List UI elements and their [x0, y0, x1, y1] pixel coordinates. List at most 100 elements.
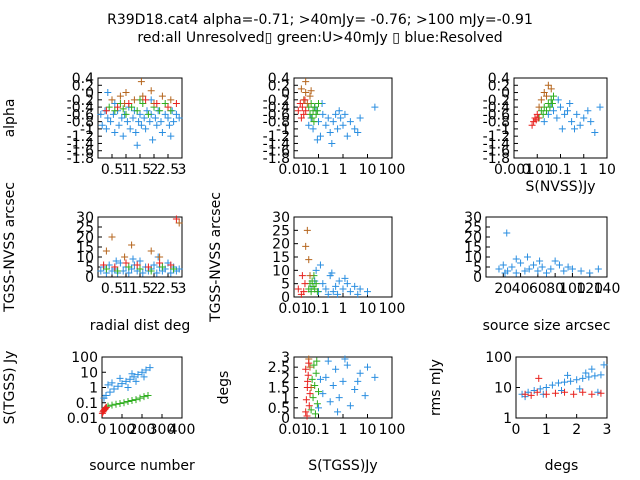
data-point-green — [309, 394, 317, 402]
y-tick-label: -0.2 — [483, 93, 510, 109]
data-point-blue — [133, 141, 141, 149]
y-tick-label: 0.2 — [268, 78, 290, 94]
data-point-blue — [361, 392, 369, 400]
data-point-blue — [316, 261, 324, 269]
data-point-orange — [302, 89, 310, 97]
data-point-blue — [341, 110, 349, 118]
data-point-orange — [158, 92, 166, 100]
y-tick-label: -1.6 — [67, 144, 94, 160]
data-point-green — [136, 394, 144, 402]
x-tick-label: 1 — [339, 422, 348, 438]
data-point-red — [306, 390, 314, 398]
data-point-green — [313, 107, 321, 115]
y-tick-label: 5 — [473, 260, 482, 276]
data-point-green — [116, 399, 124, 407]
x-tick-label: 2 — [572, 422, 581, 438]
data-point-blue — [561, 110, 569, 118]
data-point-green — [144, 391, 152, 399]
data-point-blue — [567, 377, 575, 385]
data-point-blue — [146, 118, 154, 126]
data-point-blue — [109, 110, 117, 118]
data-point-red — [153, 99, 161, 107]
y-tick-label: 0.4 — [488, 71, 510, 87]
y-tick-label: -1.2 — [263, 129, 290, 145]
data-point-red — [298, 103, 306, 111]
data-point-red — [101, 405, 109, 413]
data-point-blue — [143, 107, 151, 115]
data-point-blue — [542, 384, 550, 391]
data-point-green — [312, 369, 320, 377]
x-axis-label: S(NVSS)Jy — [525, 179, 595, 195]
data-point-blue — [170, 118, 178, 126]
data-point-blue — [343, 361, 351, 369]
data-point-blue — [157, 118, 165, 126]
data-point-blue — [332, 110, 340, 118]
x-axis-label: degs — [545, 458, 579, 474]
data-point-red — [125, 99, 133, 107]
data-point-red — [305, 402, 313, 410]
data-point-green — [308, 375, 316, 383]
data-point-red — [114, 103, 122, 111]
x-tick-label: 1.5 — [129, 281, 151, 297]
data-point-blue — [319, 280, 327, 288]
data-point-red — [172, 215, 180, 223]
y-tick-label: 0.2 — [488, 78, 510, 94]
data-point-blue — [354, 290, 362, 298]
data-point-red — [102, 107, 110, 115]
data-point-orange — [175, 219, 183, 227]
data-point-red — [570, 390, 578, 398]
data-point-red — [304, 371, 312, 379]
data-point-blue — [164, 114, 172, 122]
y-tick-label: -0.4 — [263, 100, 290, 116]
data-point-blue — [553, 114, 561, 122]
data-point-blue — [594, 388, 602, 396]
y-tick-label: 5 — [281, 277, 290, 293]
data-point-red — [304, 377, 312, 385]
data-point-blue — [316, 132, 324, 140]
data-point-orange — [306, 272, 314, 280]
data-point-blue — [346, 402, 354, 410]
y-tick-label: 25 — [272, 223, 290, 239]
y-axis-label: TGSS-NVSS arcsec — [208, 192, 224, 323]
data-point-orange — [121, 253, 129, 261]
data-point-orange — [108, 233, 116, 241]
data-point-blue — [525, 265, 533, 273]
data-point-blue — [343, 280, 351, 288]
data-point-blue — [579, 374, 587, 382]
data-point-red — [527, 391, 535, 399]
data-point-blue — [123, 118, 131, 126]
data-point-green — [315, 99, 322, 107]
data-point-blue — [596, 103, 604, 111]
data-point-blue — [322, 373, 330, 381]
x-tick-label: 2 — [150, 162, 159, 178]
y-tick-label: -0.6 — [483, 107, 510, 123]
data-point-blue — [158, 129, 166, 137]
y-tick-label: 10 — [80, 365, 98, 381]
data-point-blue — [354, 377, 362, 385]
x-axis-label: S(TGSS)Jy — [308, 458, 377, 474]
x-tick-label: 140 — [594, 281, 621, 297]
data-point-orange — [544, 81, 552, 89]
x-tick-label: 0.5 — [101, 162, 123, 178]
data-point-green — [108, 401, 116, 409]
data-point-blue — [512, 255, 520, 263]
data-point-blue — [503, 229, 511, 237]
data-point-green — [312, 110, 320, 118]
data-point-red — [597, 389, 605, 397]
x-axis-label: source number — [89, 458, 195, 474]
data-point-blue — [371, 103, 379, 111]
data-point-blue — [142, 125, 150, 133]
y-tick-label: 1 — [503, 411, 512, 427]
y-tick-label: 100 — [485, 350, 512, 366]
data-point-green — [114, 267, 122, 275]
data-point-blue — [118, 380, 126, 388]
data-point-red — [294, 285, 302, 293]
data-point-red — [300, 288, 308, 296]
y-tick-label: 20 — [76, 230, 94, 246]
data-point-blue — [319, 390, 327, 398]
x-tick-label: 0.01 — [278, 301, 309, 317]
y-tick-label: 30 — [76, 210, 94, 226]
y-tick-label: -1.8 — [483, 151, 510, 167]
y-tick-label: -0.8 — [263, 115, 290, 131]
